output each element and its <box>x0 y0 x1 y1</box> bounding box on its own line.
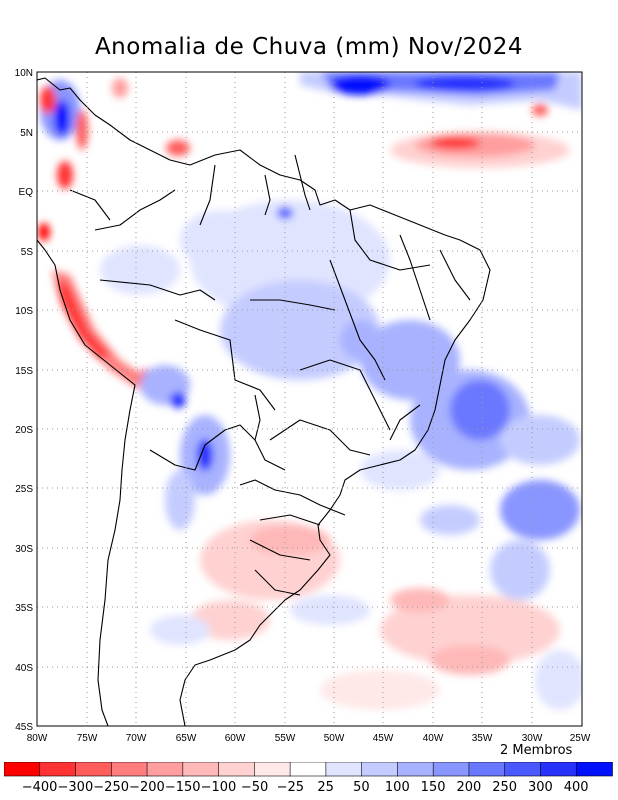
x-tick-label: 75W <box>77 733 98 744</box>
colorbar-swatch <box>4 762 41 777</box>
x-tick-label: 65W <box>176 733 197 744</box>
y-tick-label: 15S <box>15 366 33 377</box>
y-tick-label: 40S <box>15 663 33 674</box>
colorbar-label: 200 <box>456 780 482 795</box>
y-tick-label: 20S <box>15 425 33 436</box>
map-title: Anomalia de Chuva (mm) Nov/2024 <box>94 34 524 60</box>
y-tick-label: 5N <box>20 128 33 139</box>
colorbar-swatch <box>146 762 184 777</box>
colorbar-label: 150 <box>420 780 446 795</box>
x-tick-label: 30W <box>522 733 543 744</box>
colorbar-swatch <box>254 762 291 777</box>
colorbar-label: 250 <box>492 780 518 795</box>
colorbar-label: 50 <box>353 780 370 795</box>
anomaly-field <box>37 72 582 726</box>
colorbar-swatch <box>289 762 327 777</box>
colorbar-swatch <box>39 762 77 777</box>
x-axis: 80W 75W 70W 65W 60W 55W 50W 45W 40W 35W … <box>27 733 591 744</box>
colorbar-swatch <box>361 762 399 777</box>
x-tick-label: 70W <box>126 733 147 744</box>
colorbar-swatch <box>75 762 113 777</box>
colorbar-label: 300 <box>527 780 553 795</box>
colorbar-label: −300 <box>57 780 94 795</box>
colorbar-swatch <box>540 762 578 777</box>
colorbar-swatch <box>504 762 542 777</box>
colorbar <box>4 762 613 777</box>
colorbar-swatch <box>325 762 363 777</box>
y-tick-label: 45S <box>15 722 33 733</box>
y-tick-label: 30S <box>15 544 33 555</box>
colorbar-swatch <box>182 762 220 777</box>
y-axis: 10N 5N EQ 5S 10S 15S 20S 25S 30S 35S 40S… <box>15 68 34 733</box>
x-tick-label: 60W <box>225 733 246 744</box>
y-tick-label: 35S <box>15 603 33 614</box>
x-tick-label: 35W <box>472 733 493 744</box>
map-frame <box>36 71 583 727</box>
members-note: 2 Membros <box>500 743 573 758</box>
colorbar-label: −100 <box>200 780 237 795</box>
colorbar-label: −50 <box>240 780 269 795</box>
colorbar-label: 400 <box>563 780 589 795</box>
colorbar-label: −25 <box>276 780 305 795</box>
colorbar-swatch <box>468 762 506 777</box>
colorbar-label: 100 <box>384 780 410 795</box>
x-tick-label: 50W <box>324 733 345 744</box>
y-tick-label: EQ <box>19 187 34 198</box>
x-tick-label: 40W <box>423 733 444 744</box>
x-tick-label: 25W <box>570 733 591 744</box>
colorbar-swatch <box>575 762 613 777</box>
y-tick-label: 10S <box>15 306 33 317</box>
colorbar-swatch <box>110 762 148 777</box>
graticule <box>37 72 582 726</box>
x-tick-label: 80W <box>27 733 48 744</box>
colorbar-label: −200 <box>129 780 165 795</box>
x-tick-label: 55W <box>275 733 296 744</box>
colorbar-swatch <box>432 762 470 777</box>
colorbar-swatch <box>218 762 256 777</box>
colorbar-swatch <box>397 762 434 777</box>
y-tick-label: 10N <box>15 68 33 79</box>
y-tick-label: 25S <box>15 484 33 495</box>
colorbar-label: 25 <box>317 780 334 795</box>
colorbar-label: −400 <box>21 780 58 795</box>
y-tick-label: 5S <box>21 247 34 258</box>
x-tick-label: 45W <box>373 733 394 744</box>
country-boundaries <box>37 77 491 726</box>
colorbar-label: −250 <box>93 780 129 795</box>
colorbar-label: −150 <box>164 780 201 795</box>
